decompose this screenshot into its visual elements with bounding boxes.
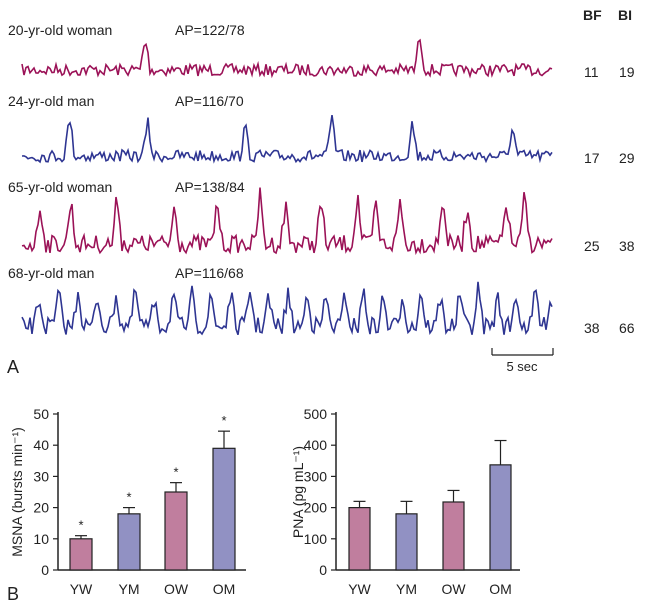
y-tick-label: 300 bbox=[304, 468, 328, 484]
significance-marker: * bbox=[221, 413, 226, 428]
trace-bf-value: 17 bbox=[584, 150, 600, 166]
x-tick-label: OW bbox=[164, 581, 189, 597]
y-tick-label: 500 bbox=[304, 406, 328, 422]
y-tick-label: 30 bbox=[33, 468, 49, 484]
y-tick-label: 50 bbox=[33, 406, 49, 422]
x-tick-label: YM bbox=[396, 581, 417, 597]
trace-subject-label: 20-yr-old woman bbox=[8, 22, 112, 38]
msna-traces: 20-yr-old woman AP=122/78 11 19 24-yr-old ma… bbox=[8, 22, 635, 336]
y-tick-label: 200 bbox=[304, 500, 328, 516]
bar-om bbox=[212, 447, 236, 571]
significance-marker: * bbox=[126, 490, 131, 505]
trace-line-1 bbox=[21, 114, 553, 164]
bar-ow bbox=[442, 501, 465, 571]
trace-bi-value: 38 bbox=[619, 238, 635, 254]
panel-b-label: B bbox=[7, 584, 19, 604]
bar-charts: 0 10 20 30 40 50 MSNA (bursts min⁻¹) * YW * YM * OW *… bbox=[9, 406, 520, 597]
trace-ap-label: AP=122/78 bbox=[175, 22, 245, 38]
trace-bf-value: 38 bbox=[584, 320, 600, 336]
trace-bi-value: 66 bbox=[619, 320, 635, 336]
y-tick-label: 20 bbox=[33, 500, 49, 516]
panel-a-label: A bbox=[7, 357, 19, 377]
significance-marker: * bbox=[173, 465, 178, 480]
trace-line-0 bbox=[21, 38, 553, 79]
bi-header: BI bbox=[618, 7, 632, 23]
trace-subject-label: 68-yr-old man bbox=[8, 265, 94, 281]
trace-ap-label: AP=116/70 bbox=[175, 93, 244, 109]
trace-subject-label: 65-yr-old woman bbox=[8, 179, 112, 195]
scale-bar-label: 5 sec bbox=[506, 359, 538, 374]
x-tick-label: YW bbox=[348, 581, 371, 597]
bar-yw bbox=[69, 538, 93, 571]
trace-line-2 bbox=[21, 187, 553, 256]
y-axis-label: MSNA (bursts min⁻¹) bbox=[9, 427, 25, 557]
y-tick-label: 0 bbox=[319, 562, 327, 578]
y-tick-label: 400 bbox=[304, 437, 328, 453]
y-tick-label: 40 bbox=[33, 437, 49, 453]
y-tick-label: 10 bbox=[33, 531, 49, 547]
trace-bi-value: 19 bbox=[619, 64, 635, 80]
y-tick-label: 0 bbox=[41, 562, 49, 578]
trace-line-3 bbox=[21, 281, 553, 336]
x-tick-label: OM bbox=[213, 581, 236, 597]
bar-ym bbox=[395, 513, 418, 571]
x-tick-label: YW bbox=[70, 581, 93, 597]
x-tick-label: OM bbox=[489, 581, 512, 597]
bar-yw bbox=[348, 507, 371, 571]
x-tick-label: YM bbox=[119, 581, 140, 597]
significance-marker: * bbox=[78, 518, 83, 533]
trace-bf-value: 25 bbox=[584, 238, 600, 254]
y-tick-label: 100 bbox=[304, 531, 328, 547]
y-axis-label: PNA (pg mL⁻¹) bbox=[290, 446, 306, 538]
trace-ap-label: AP=138/84 bbox=[175, 179, 245, 195]
x-tick-label: OW bbox=[441, 581, 466, 597]
bar-ow bbox=[164, 491, 188, 571]
trace-bi-value: 29 bbox=[619, 150, 635, 166]
trace-subject-label: 24-yr-old man bbox=[8, 93, 94, 109]
bar-ym bbox=[117, 513, 141, 571]
trace-bf-value: 11 bbox=[584, 64, 599, 80]
bar-om bbox=[489, 464, 512, 571]
trace-ap-label: AP=116/68 bbox=[175, 265, 244, 281]
bf-header: BF bbox=[583, 7, 602, 23]
